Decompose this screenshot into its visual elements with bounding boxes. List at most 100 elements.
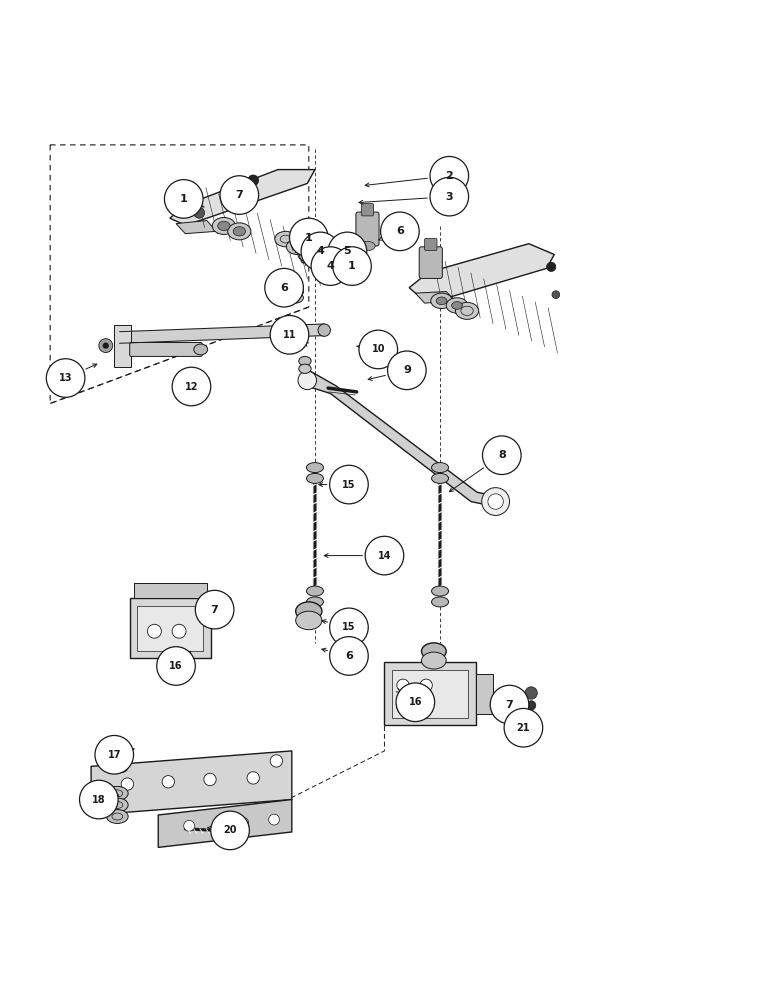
Circle shape: [238, 817, 249, 828]
Circle shape: [552, 291, 560, 299]
Circle shape: [172, 624, 186, 638]
Text: 7: 7: [235, 190, 243, 200]
Circle shape: [330, 608, 368, 647]
Text: 1: 1: [305, 233, 313, 243]
Circle shape: [290, 218, 328, 257]
Circle shape: [121, 778, 134, 790]
FancyBboxPatch shape: [134, 583, 207, 598]
Ellipse shape: [107, 798, 128, 812]
Text: 6: 6: [396, 226, 404, 236]
Text: 14: 14: [378, 551, 391, 561]
Circle shape: [488, 494, 503, 509]
FancyBboxPatch shape: [114, 325, 131, 367]
Circle shape: [80, 780, 118, 819]
Ellipse shape: [299, 242, 308, 261]
Ellipse shape: [422, 652, 446, 669]
Ellipse shape: [299, 356, 311, 366]
Ellipse shape: [318, 324, 330, 336]
Circle shape: [172, 367, 211, 406]
Ellipse shape: [432, 597, 449, 607]
Text: 16: 16: [169, 661, 183, 671]
Circle shape: [397, 701, 409, 713]
Ellipse shape: [446, 298, 468, 313]
FancyBboxPatch shape: [130, 598, 211, 658]
Circle shape: [359, 330, 398, 369]
Ellipse shape: [296, 611, 322, 630]
FancyBboxPatch shape: [137, 606, 203, 651]
Ellipse shape: [432, 586, 449, 596]
Polygon shape: [170, 170, 315, 225]
Ellipse shape: [313, 253, 322, 271]
Circle shape: [420, 679, 432, 691]
FancyBboxPatch shape: [361, 204, 374, 216]
Circle shape: [504, 708, 543, 747]
Text: 6: 6: [280, 283, 288, 293]
Circle shape: [147, 624, 161, 638]
Polygon shape: [300, 370, 508, 508]
Text: 4: 4: [327, 261, 334, 271]
Circle shape: [397, 679, 409, 691]
Text: 15: 15: [342, 622, 356, 632]
Circle shape: [270, 755, 283, 767]
Ellipse shape: [107, 786, 128, 800]
Ellipse shape: [344, 242, 353, 261]
Circle shape: [162, 776, 174, 788]
FancyBboxPatch shape: [476, 674, 493, 714]
Text: 11: 11: [283, 330, 296, 340]
Circle shape: [381, 212, 419, 251]
Text: 20: 20: [223, 825, 237, 835]
Polygon shape: [91, 751, 292, 815]
Ellipse shape: [306, 473, 323, 483]
Ellipse shape: [313, 255, 335, 270]
Ellipse shape: [218, 221, 230, 231]
Text: 15: 15: [342, 480, 356, 490]
Circle shape: [269, 814, 279, 825]
Circle shape: [547, 262, 556, 271]
Ellipse shape: [452, 302, 462, 309]
FancyBboxPatch shape: [419, 247, 442, 278]
Ellipse shape: [422, 643, 446, 660]
Circle shape: [116, 760, 128, 773]
Circle shape: [265, 268, 303, 307]
Ellipse shape: [306, 463, 323, 473]
Circle shape: [482, 436, 521, 475]
Circle shape: [420, 701, 432, 713]
Text: 9: 9: [403, 365, 411, 375]
Circle shape: [164, 180, 203, 218]
Ellipse shape: [275, 231, 296, 247]
Circle shape: [220, 176, 259, 214]
Ellipse shape: [436, 297, 447, 305]
FancyBboxPatch shape: [425, 238, 437, 251]
Circle shape: [194, 207, 205, 218]
Circle shape: [95, 735, 134, 774]
Circle shape: [99, 339, 113, 353]
Polygon shape: [158, 800, 292, 847]
Circle shape: [365, 536, 404, 575]
Ellipse shape: [306, 597, 323, 607]
FancyBboxPatch shape: [392, 670, 468, 718]
Circle shape: [247, 772, 259, 784]
Ellipse shape: [219, 596, 232, 605]
Ellipse shape: [219, 604, 232, 612]
Text: 13: 13: [59, 373, 73, 383]
Circle shape: [396, 683, 435, 722]
Text: 21: 21: [516, 723, 530, 733]
Text: 8: 8: [498, 450, 506, 460]
FancyBboxPatch shape: [356, 212, 379, 246]
Text: 7: 7: [506, 700, 513, 710]
Circle shape: [330, 465, 368, 504]
Ellipse shape: [233, 227, 245, 236]
Circle shape: [311, 247, 350, 285]
Text: 12: 12: [185, 382, 198, 392]
Circle shape: [184, 820, 195, 831]
Text: 18: 18: [92, 795, 106, 805]
Circle shape: [298, 371, 317, 390]
Circle shape: [270, 315, 309, 354]
FancyBboxPatch shape: [301, 240, 350, 263]
Circle shape: [430, 177, 469, 216]
Ellipse shape: [228, 223, 251, 240]
Text: 6: 6: [345, 651, 353, 661]
Ellipse shape: [298, 247, 320, 262]
Polygon shape: [120, 324, 324, 343]
Circle shape: [330, 637, 368, 675]
